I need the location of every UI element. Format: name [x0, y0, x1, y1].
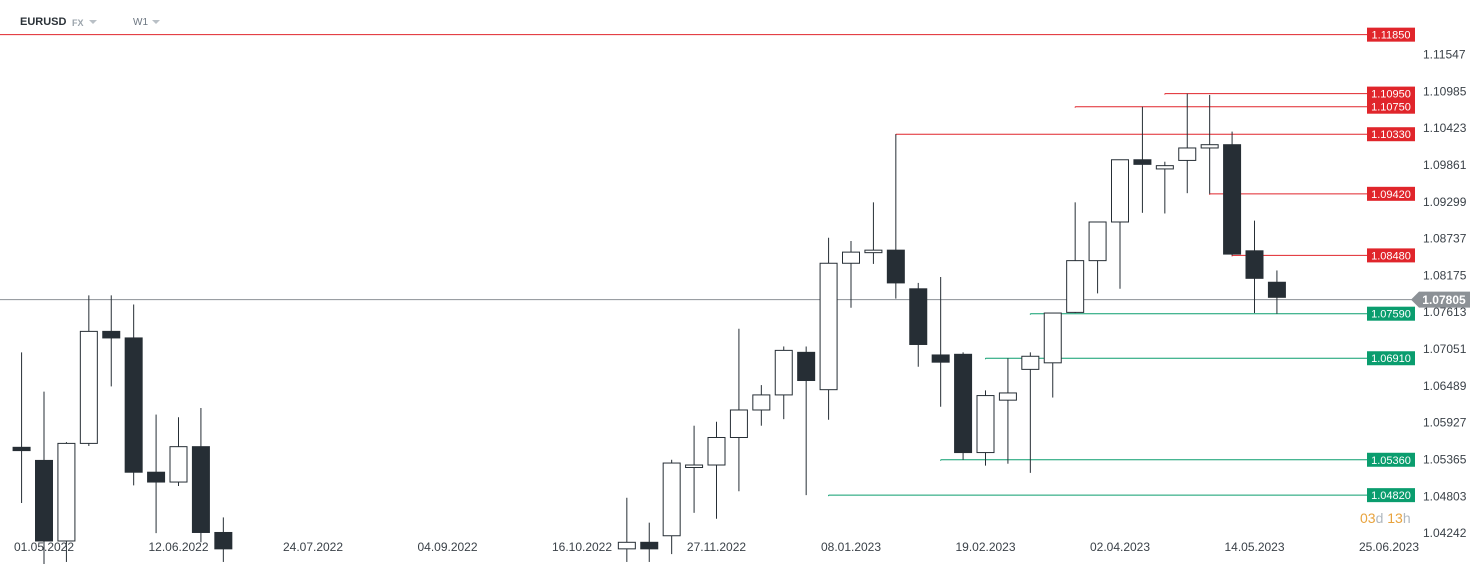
candle-body-25[interactable] [954, 353, 973, 454]
y-tick-label-10: 1.05927 [1423, 416, 1467, 430]
support-label-0: 1.07590 [1371, 309, 1411, 321]
support-label-1: 1.06910 [1371, 353, 1411, 365]
y-tick-label-9: 1.06489 [1423, 379, 1467, 393]
x-tick-label-5: 27.11.2022 [687, 540, 746, 554]
x-tick-label-7: 19.02.2023 [955, 540, 1015, 554]
countdown-hours: 13 [1387, 510, 1403, 526]
x-tick-label-0: 01.05.2022 [14, 540, 74, 554]
x-tick-label-8: 02.04.2023 [1090, 540, 1150, 554]
resistance-label-box-2 [1367, 99, 1415, 114]
y-tick-label-13: 1.04242 [1423, 526, 1467, 540]
candle-body-6[interactable] [147, 471, 166, 483]
x-tick-label-9: 14.05.2023 [1224, 540, 1284, 554]
support-label-box-0 [1367, 306, 1415, 321]
support-label-3: 1.04820 [1371, 490, 1411, 502]
symbol-label[interactable]: EURUSD [20, 16, 67, 28]
candle-body-20[interactable] [842, 251, 860, 264]
countdown-hours-unit: h [1402, 510, 1411, 526]
y-tick-label-7: 1.07613 [1423, 305, 1467, 319]
resistance-label-1: 1.10950 [1371, 89, 1411, 101]
x-tick-label-4: 16.10.2022 [552, 540, 612, 554]
candle-body-30[interactable] [1066, 260, 1085, 313]
y-tick-label-5: 1.08737 [1423, 232, 1467, 246]
candle-body-31[interactable] [1088, 221, 1107, 262]
candle-body-39[interactable] [1267, 281, 1286, 298]
candle-body-27[interactable] [998, 392, 1017, 401]
candle-body-19[interactable] [819, 262, 838, 391]
candle-body-17[interactable] [774, 349, 793, 396]
candle-body-18[interactable] [797, 351, 816, 382]
resistance-label-4: 1.09420 [1371, 189, 1411, 201]
candle-body-4[interactable] [102, 330, 121, 339]
current-price-label: 1.07805 [1422, 293, 1466, 307]
candle-body-12[interactable] [662, 462, 681, 537]
candle-body-36[interactable] [1200, 144, 1219, 149]
instrument-type-label: FX [72, 18, 84, 28]
y-tick-label-4: 1.09299 [1423, 195, 1467, 209]
resistance-label-box-4 [1367, 186, 1415, 201]
resistance-label-2: 1.10750 [1371, 102, 1411, 114]
y-tick-label-0: 1.11547 [1423, 48, 1466, 62]
timeframe-dropdown-icon[interactable] [152, 20, 160, 24]
candle-body-38[interactable] [1245, 250, 1264, 279]
resistance-label-box-1 [1367, 86, 1415, 101]
candle-body-26[interactable] [976, 395, 995, 454]
y-tick-label-1: 1.10985 [1423, 84, 1467, 98]
resistance-label-5: 1.08480 [1371, 250, 1411, 262]
candle-body-34[interactable] [1155, 165, 1174, 170]
candle-body-8[interactable] [191, 446, 210, 533]
y-tick-label-8: 1.07051 [1423, 342, 1467, 356]
candle-countdown: 03d 13h [1360, 510, 1411, 526]
candle-body-37[interactable] [1223, 144, 1242, 255]
y-tick-label-6: 1.08175 [1423, 268, 1467, 282]
symbol-dropdown-icon[interactable] [89, 20, 97, 24]
candle-body-21[interactable] [864, 249, 883, 254]
resistance-label-3: 1.10330 [1371, 129, 1411, 141]
candle-body-3[interactable] [79, 330, 98, 444]
candle-body-33[interactable] [1133, 159, 1152, 165]
candle-body-22[interactable] [886, 249, 905, 284]
candle-body-13[interactable] [685, 464, 704, 469]
y-tick-label-11: 1.05365 [1423, 452, 1467, 466]
resistance-label-0: 1.11850 [1372, 30, 1411, 42]
candle-body-9[interactable] [214, 531, 233, 550]
candle-body-15[interactable] [729, 409, 748, 438]
timeframe-label[interactable]: W1 [133, 17, 148, 28]
candle-body-5[interactable] [124, 337, 143, 473]
x-tick-label-3: 04.09.2022 [417, 540, 477, 554]
candle-body-32[interactable] [1111, 159, 1129, 223]
resistance-label-box-5 [1367, 248, 1415, 263]
candle-body-2[interactable] [57, 442, 76, 542]
y-tick-label-12: 1.04803 [1423, 489, 1467, 503]
candle-body-29[interactable] [1043, 312, 1062, 364]
current-price-tag [1411, 291, 1470, 308]
x-tick-label-10: 25.06.2023 [1359, 540, 1419, 554]
x-tick-label-1: 12.06.2022 [148, 540, 208, 554]
support-label-box-3 [1367, 488, 1415, 503]
countdown-days: 03 [1360, 510, 1376, 526]
x-tick-label-6: 08.01.2023 [821, 540, 881, 554]
candle-body-11[interactable] [640, 541, 659, 550]
candle-body-10[interactable] [617, 541, 636, 550]
candle-body-1[interactable] [35, 459, 53, 542]
resistance-label-box-3 [1367, 127, 1415, 142]
support-label-box-1 [1367, 351, 1415, 366]
candle-body-23[interactable] [909, 288, 928, 345]
candle-body-14[interactable] [707, 436, 726, 466]
y-tick-label-3: 1.09861 [1423, 158, 1467, 172]
resistance-label-box-0 [1367, 27, 1415, 42]
candle-body-0[interactable] [12, 446, 31, 452]
candle-body-28[interactable] [1021, 355, 1040, 370]
candle-body-7[interactable] [169, 446, 188, 483]
x-tick-label-2: 24.07.2022 [283, 540, 343, 554]
y-tick-label-2: 1.10423 [1423, 121, 1467, 135]
support-label-box-2 [1367, 452, 1415, 467]
countdown-days-unit: d [1375, 510, 1384, 526]
candle-body-24[interactable] [931, 354, 950, 363]
candle-body-16[interactable] [752, 394, 771, 411]
candle-body-35[interactable] [1178, 147, 1197, 161]
support-label-2: 1.05360 [1371, 455, 1411, 467]
